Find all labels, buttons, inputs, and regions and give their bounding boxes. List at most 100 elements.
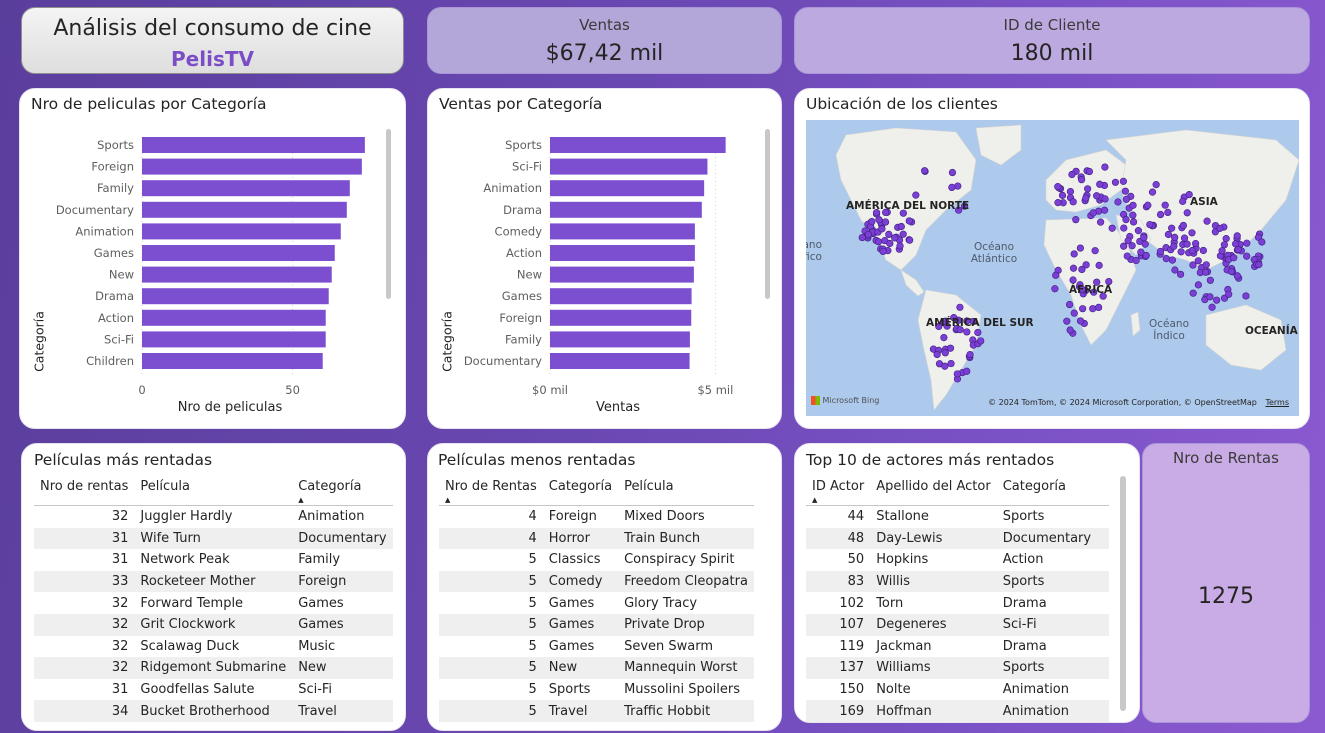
column-header-categoria[interactable]: Categoría bbox=[996, 477, 1109, 506]
customer-point[interactable] bbox=[1176, 270, 1185, 278]
customer-point[interactable] bbox=[1097, 218, 1105, 226]
customer-point[interactable] bbox=[1220, 241, 1228, 249]
table-row[interactable]: 31 Goodfellas Salute Sci-Fi bbox=[34, 679, 393, 701]
customer-point[interactable] bbox=[891, 234, 899, 242]
customer-point[interactable] bbox=[1095, 261, 1103, 269]
table-row[interactable]: 31 Network Peak Family bbox=[34, 549, 393, 571]
customer-point[interactable] bbox=[1093, 192, 1101, 200]
customer-point[interactable] bbox=[886, 239, 894, 248]
customer-point[interactable] bbox=[956, 326, 964, 334]
customer-point[interactable] bbox=[899, 209, 907, 217]
customer-point[interactable] bbox=[1078, 265, 1086, 274]
map-terms-link[interactable]: Terms bbox=[1265, 398, 1289, 407]
customer-point[interactable] bbox=[1076, 317, 1085, 325]
customer-point[interactable] bbox=[1082, 261, 1090, 269]
table-row[interactable]: 150 Nolte Animation bbox=[806, 679, 1109, 701]
customer-point[interactable] bbox=[1142, 251, 1150, 260]
customer-point[interactable] bbox=[1069, 198, 1077, 206]
column-header-pelicula[interactable]: Película bbox=[618, 477, 754, 506]
table-row[interactable]: 107 Degeneres Sci-Fi bbox=[806, 613, 1109, 636]
customer-point[interactable] bbox=[868, 217, 876, 226]
customer-point[interactable] bbox=[1234, 246, 1242, 254]
bar[interactable] bbox=[550, 137, 726, 153]
customer-point[interactable] bbox=[1134, 227, 1143, 235]
customer-point[interactable] bbox=[1114, 198, 1122, 206]
table-row[interactable]: 102 Torn Drama bbox=[806, 592, 1109, 614]
customer-point[interactable] bbox=[960, 202, 969, 210]
customer-point[interactable] bbox=[1069, 264, 1078, 272]
customer-point[interactable] bbox=[966, 350, 974, 359]
customer-point[interactable] bbox=[977, 337, 985, 345]
customer-point[interactable] bbox=[1208, 303, 1216, 311]
table-row[interactable]: 31 Wife Turn Documentary bbox=[34, 527, 393, 550]
bar[interactable] bbox=[142, 288, 329, 305]
customer-point[interactable] bbox=[1101, 195, 1109, 203]
bar[interactable] bbox=[550, 266, 694, 283]
customer-point[interactable] bbox=[885, 230, 893, 239]
customer-point[interactable] bbox=[1122, 216, 1130, 224]
bar[interactable] bbox=[550, 180, 705, 197]
customer-point[interactable] bbox=[1161, 201, 1169, 209]
chart-films-card[interactable]: Nro de peliculas por Categoría 0 50 Sports… bbox=[19, 88, 406, 429]
customer-point[interactable] bbox=[1100, 206, 1109, 214]
customer-point[interactable] bbox=[940, 333, 948, 342]
customer-point[interactable] bbox=[1189, 289, 1197, 297]
customer-point[interactable] bbox=[1099, 292, 1107, 300]
customer-point[interactable] bbox=[1156, 210, 1165, 219]
customer-point[interactable] bbox=[1213, 296, 1221, 304]
customer-point[interactable] bbox=[1171, 266, 1179, 274]
customer-point[interactable] bbox=[1063, 317, 1071, 325]
bar[interactable] bbox=[142, 245, 335, 261]
customer-point[interactable] bbox=[1078, 285, 1086, 294]
table-row[interactable]: 5 Sports Mussolini Spoilers bbox=[439, 679, 754, 701]
customer-point[interactable] bbox=[1132, 256, 1140, 265]
customer-point[interactable] bbox=[1054, 199, 1062, 207]
chart-films-scrollbar[interactable] bbox=[386, 129, 391, 299]
customer-point[interactable] bbox=[935, 322, 943, 331]
bar[interactable] bbox=[550, 309, 692, 326]
customer-point[interactable] bbox=[963, 328, 971, 336]
customer-point[interactable] bbox=[1052, 271, 1060, 279]
customer-point[interactable] bbox=[1156, 247, 1165, 256]
customer-point[interactable] bbox=[1090, 288, 1098, 296]
bar[interactable] bbox=[142, 266, 332, 283]
customer-point[interactable] bbox=[1171, 233, 1179, 241]
customer-point[interactable] bbox=[953, 370, 961, 378]
customer-point[interactable] bbox=[1192, 239, 1200, 248]
customer-point[interactable] bbox=[1144, 201, 1152, 209]
column-header-categoria[interactable]: Categoría ▲ bbox=[292, 477, 393, 506]
customer-point[interactable] bbox=[1072, 216, 1080, 224]
actors-scrollbar[interactable] bbox=[1120, 476, 1126, 711]
customer-point[interactable] bbox=[1070, 250, 1078, 258]
customer-point[interactable] bbox=[1179, 221, 1187, 230]
table-row[interactable]: 34 Bucket Brotherhood Travel bbox=[34, 700, 393, 722]
table-row[interactable]: 119 Jackman Drama bbox=[806, 636, 1109, 658]
table-row[interactable]: 32 Forward Temple Games bbox=[34, 592, 393, 614]
bar[interactable] bbox=[550, 245, 695, 261]
customer-point[interactable] bbox=[879, 247, 887, 255]
bar[interactable] bbox=[550, 158, 708, 175]
customer-point[interactable] bbox=[1068, 170, 1076, 179]
table-row[interactable]: 44 Stallone Sports bbox=[806, 506, 1109, 528]
column-header-rentas[interactable]: Nro de rentas bbox=[34, 477, 135, 506]
customer-point[interactable] bbox=[974, 328, 982, 337]
customer-point[interactable] bbox=[1093, 278, 1101, 286]
customer-point[interactable] bbox=[933, 350, 941, 359]
customer-point[interactable] bbox=[1183, 240, 1191, 248]
customer-point[interactable] bbox=[1152, 181, 1160, 189]
table-row[interactable]: 32 Grit Clockwork Games bbox=[34, 613, 393, 636]
customer-point[interactable] bbox=[1120, 224, 1128, 232]
table-row[interactable]: 48 Day-Lewis Documentary bbox=[806, 527, 1109, 550]
map-canvas[interactable]: AMÉRICA DEL NORTE ASIA ÁFRICA AMÉRICA DE… bbox=[806, 120, 1299, 416]
customer-point[interactable] bbox=[858, 233, 866, 242]
column-header-rentas[interactable]: Nro de Rentas ▲ bbox=[439, 477, 543, 506]
customer-point[interactable] bbox=[948, 168, 957, 177]
table-row[interactable]: 4 Horror Train Bunch bbox=[439, 527, 754, 550]
customer-point[interactable] bbox=[963, 367, 971, 375]
customer-point[interactable] bbox=[1188, 246, 1196, 255]
table-row[interactable]: 50 Hopkins Action bbox=[806, 549, 1109, 571]
customer-point[interactable] bbox=[1051, 285, 1059, 293]
bar[interactable] bbox=[142, 158, 362, 175]
customer-point[interactable] bbox=[1137, 248, 1145, 256]
customer-point[interactable] bbox=[872, 209, 881, 217]
